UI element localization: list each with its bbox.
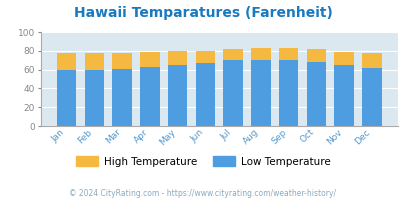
Bar xyxy=(278,48,298,60)
Bar xyxy=(112,53,132,69)
Bar xyxy=(306,62,325,126)
Bar xyxy=(84,53,104,70)
Bar xyxy=(195,51,215,63)
Bar xyxy=(278,60,298,126)
Text: Hawaii Temparatures (Farenheit): Hawaii Temparatures (Farenheit) xyxy=(73,6,332,20)
Bar xyxy=(223,60,242,126)
Bar xyxy=(361,53,381,68)
Legend: High Temperature, Low Temperature: High Temperature, Low Temperature xyxy=(71,152,334,171)
Bar xyxy=(195,63,215,126)
Bar xyxy=(112,69,132,126)
Bar xyxy=(306,49,325,62)
Bar xyxy=(140,67,159,126)
Bar xyxy=(57,53,76,70)
Bar xyxy=(334,65,353,126)
Bar xyxy=(84,70,104,126)
Bar xyxy=(251,48,270,60)
Bar xyxy=(361,68,381,126)
Bar xyxy=(334,52,353,65)
Text: © 2024 CityRating.com - https://www.cityrating.com/weather-history/: © 2024 CityRating.com - https://www.city… xyxy=(69,189,336,198)
Bar xyxy=(251,60,270,126)
Bar xyxy=(168,65,187,126)
Bar xyxy=(168,51,187,65)
Bar xyxy=(140,52,159,67)
Bar xyxy=(57,70,76,126)
Bar xyxy=(223,49,242,60)
